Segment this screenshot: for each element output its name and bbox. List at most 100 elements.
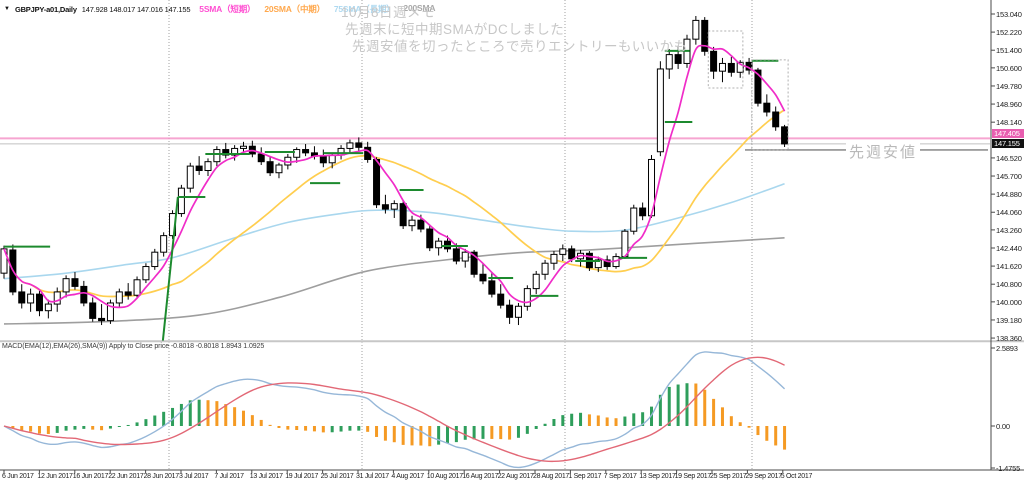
last-week-low-label[interactable]: 先週安値 xyxy=(846,141,921,162)
macd-histogram-bar xyxy=(694,383,698,426)
symbol-dropdown-arrow[interactable]: ▼ xyxy=(4,6,10,12)
date-axis-label: 19 Sep 2017 xyxy=(674,473,712,480)
date-axis-label: 19 Jul 2017 xyxy=(285,473,319,480)
price-axis-label: 138.360 xyxy=(996,334,1022,344)
candle-body xyxy=(479,273,487,282)
macd-histogram-bar xyxy=(632,413,636,426)
candle-body xyxy=(435,240,443,249)
candle-body xyxy=(275,164,283,174)
macd-histogram-bar xyxy=(756,426,760,436)
date-axis-label: 10 Aug 2017 xyxy=(426,473,463,480)
macd-histogram-bar xyxy=(570,413,574,426)
candle-body xyxy=(355,142,363,148)
candle-body xyxy=(53,291,61,305)
candle-body xyxy=(550,253,558,264)
macd-histogram-bar xyxy=(126,424,130,426)
date-axis-label: 13 Sep 2017 xyxy=(639,473,676,480)
candle-body xyxy=(701,19,709,52)
macd-line xyxy=(3,351,786,469)
sma-legend: 5SMA（短期） 20SMA（中期） 75SMA（長期） 200SMA xyxy=(199,3,435,15)
macd-histogram-bar xyxy=(241,410,245,426)
macd-histogram-bar xyxy=(561,415,565,426)
candle-body xyxy=(160,235,168,253)
candle-body xyxy=(532,273,540,290)
price-axis-label: 146.520 xyxy=(996,153,1022,163)
candle-body xyxy=(736,61,744,73)
macd-histogram-bar xyxy=(55,426,59,433)
annotation-box[interactable] xyxy=(707,30,744,89)
candle-body xyxy=(763,102,771,113)
macd-histogram-bar xyxy=(135,422,139,426)
macd-histogram-bar xyxy=(419,426,423,446)
candle-body xyxy=(754,69,762,104)
macd-histogram-bar xyxy=(277,426,281,428)
candle-body xyxy=(106,302,114,322)
candle-body xyxy=(195,165,203,172)
date-axis-label: 13 Jul 2017 xyxy=(249,473,283,480)
candle-body xyxy=(44,303,52,312)
trend-line[interactable] xyxy=(161,196,179,342)
annotation-box[interactable] xyxy=(751,59,789,151)
macd-histogram-bar xyxy=(312,426,316,432)
macd-histogram-bar xyxy=(641,412,645,426)
candle-body xyxy=(27,293,35,304)
macd-histogram-bar xyxy=(658,394,662,426)
macd-histogram-bar xyxy=(37,426,41,434)
date-axis-label: 6 Jun 2017 xyxy=(2,473,34,480)
macd-histogram-bar xyxy=(685,383,689,426)
memo-line: 先週安値を切ったところで売りエントリーもいいかも xyxy=(352,39,688,54)
candle-body xyxy=(727,62,735,73)
macd-histogram-bar xyxy=(738,422,742,426)
macd-histogram-bar xyxy=(29,426,33,432)
candle-body xyxy=(80,285,88,304)
macd-axis-label: 0.00 xyxy=(996,422,1010,431)
candle-body xyxy=(710,50,718,72)
macd-histogram-bar xyxy=(215,401,219,426)
macd-histogram-bar xyxy=(188,400,192,426)
macd-histogram-bar xyxy=(91,426,95,430)
macd-histogram-bar xyxy=(224,404,228,426)
candle-body xyxy=(514,305,522,318)
date-axis-label: 16 Aug 2017 xyxy=(462,473,499,480)
macd-histogram-bar xyxy=(304,426,308,431)
candle-body xyxy=(142,266,150,281)
candle-body xyxy=(373,158,381,206)
macd-histogram-bar xyxy=(437,426,441,445)
candle-body xyxy=(257,153,265,163)
candle-body xyxy=(62,278,70,293)
price-axis-label: 153.040 xyxy=(996,10,1022,19)
price-axis-label: 148.140 xyxy=(996,118,1022,128)
macd-histogram-bar xyxy=(508,426,512,440)
macd-histogram-bar xyxy=(534,426,538,429)
price-axis-label: 152.220 xyxy=(996,28,1022,38)
macd-histogram-bar xyxy=(117,426,121,427)
date-axis-label: 28 Jun 2017 xyxy=(143,473,180,480)
candle-body xyxy=(417,219,425,230)
date-axis-label: 29 Sep 2017 xyxy=(745,473,782,480)
symbol-title[interactable]: GBPJPY-a01,Daily xyxy=(14,4,77,14)
macd-histogram-bar xyxy=(286,426,290,430)
price-axis-label: 145.700 xyxy=(996,172,1022,182)
date-axis-label: 7 Sep 2017 xyxy=(603,473,637,480)
macd-histogram-bar xyxy=(783,426,787,450)
macd-histogram-bar xyxy=(233,407,237,426)
memo-line: 先週末に短中期SMAがDCしました xyxy=(345,22,565,37)
macd-histogram-bar xyxy=(587,414,591,426)
candle-body xyxy=(222,149,230,156)
macd-histogram-bar xyxy=(552,419,556,426)
candle-body xyxy=(390,203,398,210)
macd-histogram-bar xyxy=(720,407,724,426)
macd-axis-label: 2.5893 xyxy=(996,344,1018,353)
candle-body xyxy=(408,219,416,227)
macd-histogram-bar xyxy=(525,426,529,434)
macd-indicator-label: MACD(EMA(12),EMA(26),SMA(9)) Apply to Cl… xyxy=(2,343,265,350)
candle-body xyxy=(426,228,434,249)
price-axis-label: 140.800 xyxy=(996,280,1022,290)
bid-price-label: 147.155 xyxy=(992,139,1024,148)
macd-histogram-bar xyxy=(375,426,379,437)
macd-histogram-bar xyxy=(774,426,778,446)
candle-body xyxy=(603,259,611,268)
candle-body xyxy=(133,279,141,296)
